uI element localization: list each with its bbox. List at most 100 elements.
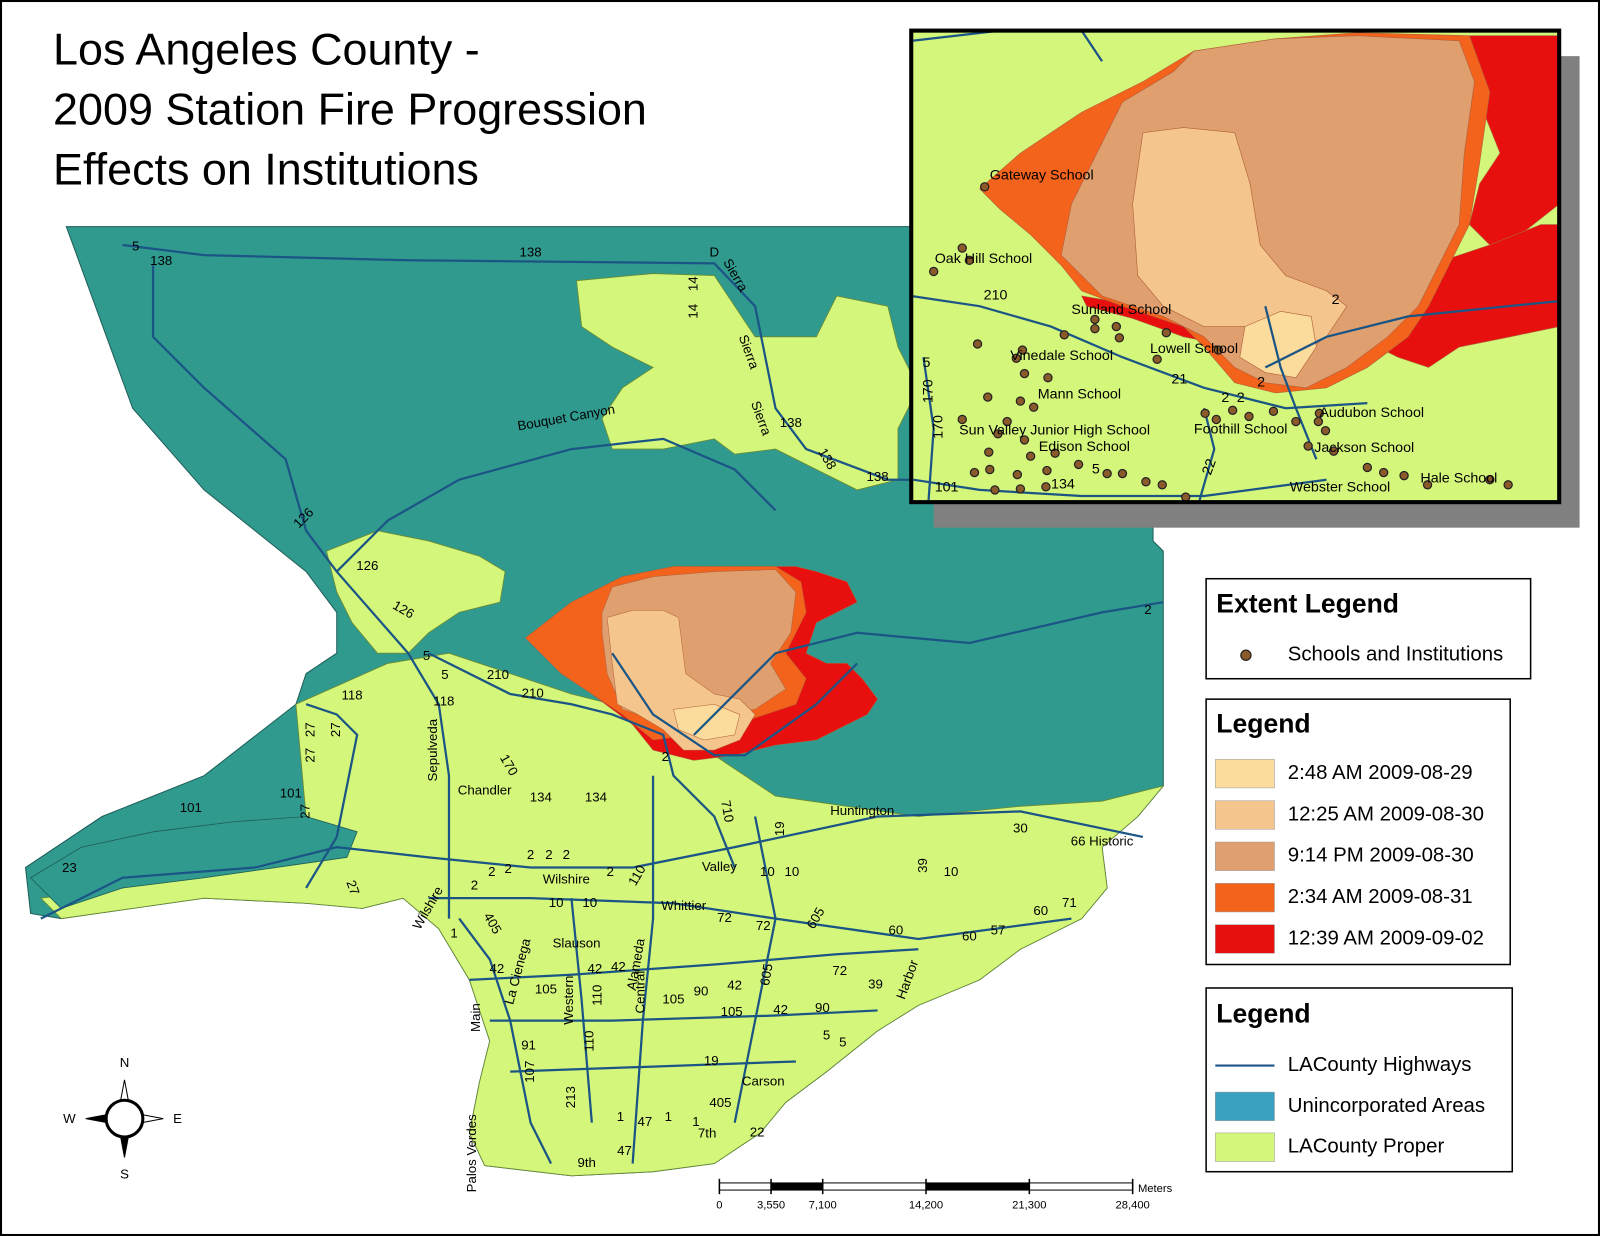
map-label: Whittier xyxy=(661,898,706,913)
school xyxy=(928,266,939,277)
school xyxy=(1328,446,1339,456)
map-label: 72 xyxy=(717,910,732,925)
map-label: 2 xyxy=(662,749,669,764)
scale-label: 0 xyxy=(716,1199,722,1211)
scale-unit: Meters xyxy=(1138,1183,1173,1195)
legend-swatch xyxy=(1215,1132,1275,1162)
map-label: 9th xyxy=(578,1155,596,1170)
map-label: Central xyxy=(632,971,647,1014)
map-label: Western xyxy=(561,976,576,1025)
scale-label: 3,550 xyxy=(757,1199,785,1211)
map-label: 405 xyxy=(709,1095,731,1110)
highway xyxy=(335,437,777,573)
map-label: Slauson xyxy=(553,936,601,951)
school xyxy=(1291,416,1301,427)
scale-label: 7,100 xyxy=(809,1199,837,1211)
map-label: 138 xyxy=(520,245,542,260)
inset-highways xyxy=(911,30,1560,503)
county-proper-santa-clarita xyxy=(326,530,506,654)
map-label: 90 xyxy=(815,1000,830,1015)
map-label: 27 xyxy=(303,748,318,763)
map-label: 5 xyxy=(823,1027,830,1042)
school xyxy=(1025,451,1036,461)
school xyxy=(983,392,993,402)
legend-title: Legend xyxy=(1216,999,1310,1029)
school xyxy=(1041,482,1051,492)
map-label: 7th xyxy=(698,1125,716,1140)
map-label: 66 Historic xyxy=(1071,834,1134,849)
inset-schools xyxy=(928,182,1513,502)
school xyxy=(1015,484,1026,494)
legend-label: 12:25 AM 2009-08-30 xyxy=(1288,803,1484,825)
santa-monica-mountains xyxy=(29,816,358,909)
map-label: 1 xyxy=(692,1114,699,1129)
map-label: Valley xyxy=(702,859,737,874)
inset-label: 2 xyxy=(1332,292,1340,308)
school xyxy=(1028,402,1039,412)
map-label: 27 xyxy=(328,722,343,737)
inset-label: Edison School xyxy=(1039,439,1130,455)
highway xyxy=(1264,305,1318,460)
inset-label: 5 xyxy=(922,355,930,371)
map-label: 10 xyxy=(944,864,959,879)
highway xyxy=(570,898,593,1123)
map-label: 19 xyxy=(772,821,787,836)
map-label: 2 xyxy=(488,864,495,879)
inset-label: Sunland School xyxy=(1071,302,1171,318)
map-label: 605 xyxy=(757,962,776,986)
inset-labels: Gateway School Oak Hill School 210 Sunland … xyxy=(920,167,1497,495)
highway xyxy=(151,265,451,919)
map-label: Sepulveda xyxy=(425,718,440,781)
school xyxy=(1114,333,1125,343)
highway xyxy=(428,652,736,868)
legend-label: Schools and Institutions xyxy=(1288,644,1504,666)
inset-label: 210 xyxy=(984,288,1008,304)
map-label: Carson xyxy=(742,1073,785,1088)
map-label: 2 xyxy=(471,877,478,892)
map-label: 30 xyxy=(1013,820,1028,835)
inset-label: Foothill School xyxy=(1194,421,1288,437)
legend-swatch xyxy=(1215,883,1275,913)
school xyxy=(1042,465,1052,476)
map-label: 2 xyxy=(607,864,614,879)
map-label: 39 xyxy=(868,976,883,991)
compass-ring xyxy=(104,1098,145,1139)
compass-label: N xyxy=(120,1055,130,1070)
school xyxy=(1378,467,1389,478)
highway xyxy=(489,1009,878,1022)
school xyxy=(1102,468,1112,479)
inset-label: Hale School xyxy=(1420,470,1497,486)
map-label: 57 xyxy=(991,922,1006,937)
map-label: 72 xyxy=(832,963,847,978)
map-label: 10 xyxy=(582,895,597,910)
school xyxy=(1111,321,1122,332)
map-label: 42 xyxy=(490,961,505,976)
inset-label: Jackson School xyxy=(1314,440,1414,456)
legend-label: 2:48 AM 2009-08-29 xyxy=(1288,762,1473,784)
compass-label: E xyxy=(173,1111,182,1126)
highway xyxy=(733,816,777,1123)
inset-label: Vinedale School xyxy=(1010,348,1113,364)
map-label: Huntington xyxy=(830,803,894,818)
map-label: 213 xyxy=(563,1086,578,1108)
map-label: 27 xyxy=(303,722,318,737)
map-label: 60 xyxy=(962,928,977,943)
map-label: 2 xyxy=(1144,602,1151,617)
school xyxy=(1303,441,1313,451)
inset-map: Gateway School Oak Hill School 210 Sunland … xyxy=(911,30,1560,503)
school xyxy=(1422,480,1433,490)
map-label: 1 xyxy=(450,925,457,940)
highway xyxy=(693,601,1164,736)
legend-swatch xyxy=(1215,1091,1275,1121)
school xyxy=(984,447,994,457)
school xyxy=(985,464,995,475)
school xyxy=(969,467,980,478)
map-label: 138 xyxy=(150,253,172,268)
school xyxy=(1015,396,1026,406)
map-label: 14 xyxy=(685,276,700,291)
fire-perimeter xyxy=(1132,127,1348,358)
map-label: 5 xyxy=(423,648,430,663)
scale-label: 21,300 xyxy=(1012,1199,1046,1211)
map-label: 710 xyxy=(718,799,737,823)
map-label: 2 xyxy=(504,861,511,876)
